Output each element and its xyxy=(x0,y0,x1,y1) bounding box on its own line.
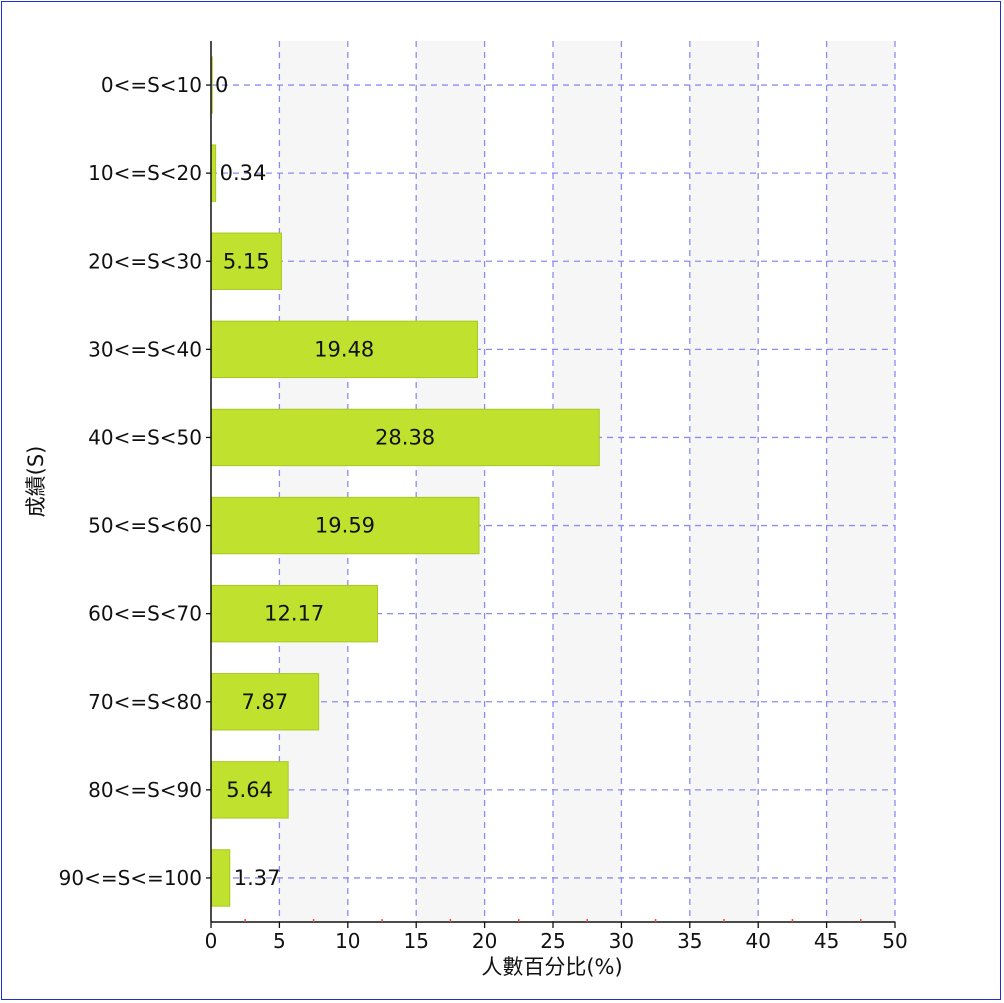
value-label: 0.34 xyxy=(220,161,267,185)
category-label: 60<=S<70 xyxy=(88,602,202,626)
background-band xyxy=(689,41,759,922)
value-labels: 0 0.34 5.15 19.48 28.38 19.59 12.17 7.87 5.64 1.3… xyxy=(215,73,435,890)
bars xyxy=(210,56,600,907)
category-label: 0<=S<10 xyxy=(101,73,202,97)
x-tick-label: 45 xyxy=(814,929,839,953)
x-tick-label: 0 xyxy=(205,929,218,953)
x-tick-label: 50 xyxy=(882,929,907,953)
x-tick-label: 35 xyxy=(677,929,702,953)
x-tick-label: 5 xyxy=(273,929,286,953)
category-label: 80<=S<90 xyxy=(88,778,202,802)
x-axis-title: 人數百分比(%) xyxy=(481,955,622,979)
value-label: 28.38 xyxy=(375,425,435,449)
x-tick-labels: 0 5 10 15 20 25 30 35 40 45 50 xyxy=(205,929,908,953)
category-label: 20<=S<30 xyxy=(88,249,202,273)
category-labels: 0<=S<10 10<=S<20 20<=S<30 30<=S<40 40<=S<50 5… xyxy=(59,73,202,890)
y-axis-title: 成績(S) xyxy=(24,446,48,518)
x-tick-label: 20 xyxy=(472,929,497,953)
value-label: 12.17 xyxy=(264,602,324,626)
x-tick-label: 10 xyxy=(335,929,360,953)
x-tick-label: 15 xyxy=(403,929,428,953)
category-label: 70<=S<80 xyxy=(88,690,202,714)
background-band xyxy=(826,41,895,922)
background-band xyxy=(553,41,622,922)
value-label: 7.87 xyxy=(241,690,288,714)
category-label: 50<=S<60 xyxy=(88,514,202,538)
value-label: 5.15 xyxy=(223,249,270,273)
category-label: 90<=S<=100 xyxy=(59,866,202,890)
value-label: 19.48 xyxy=(314,337,374,361)
bar xyxy=(210,496,480,555)
axes xyxy=(206,41,896,928)
background-band xyxy=(279,41,348,922)
background-bands xyxy=(279,41,895,922)
value-label: 1.37 xyxy=(234,866,281,890)
bar xyxy=(210,584,378,643)
bar xyxy=(210,761,289,819)
category-label: 40<=S<50 xyxy=(88,425,202,449)
x-tick-label: 25 xyxy=(540,929,565,953)
category-label: 30<=S<40 xyxy=(88,337,202,361)
background-band xyxy=(416,41,485,922)
x-tick-label: 30 xyxy=(609,929,634,953)
bar xyxy=(210,320,478,379)
bar xyxy=(210,408,600,467)
category-label: 10<=S<20 xyxy=(88,161,202,185)
x-tick-label: 40 xyxy=(745,929,770,953)
bar xyxy=(210,673,320,731)
value-label: 19.59 xyxy=(315,514,375,538)
bar xyxy=(210,232,282,290)
value-label: 0 xyxy=(215,73,228,97)
bar xyxy=(210,849,231,907)
value-label: 5.64 xyxy=(226,778,273,802)
